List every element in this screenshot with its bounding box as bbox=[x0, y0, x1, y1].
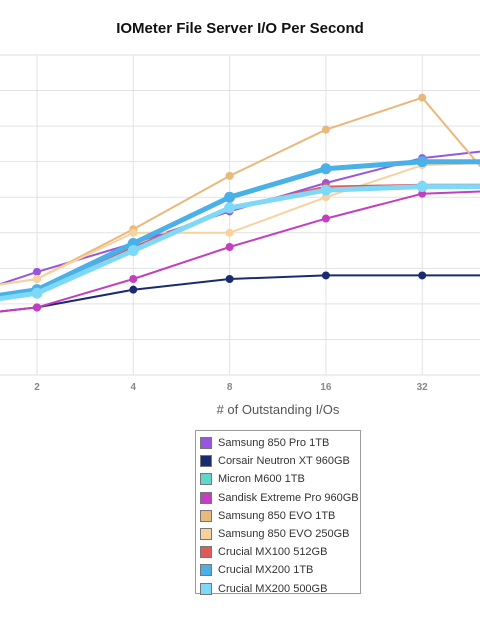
legend-swatch bbox=[200, 546, 212, 559]
data-point bbox=[225, 243, 234, 251]
x-tick-label: 16 bbox=[320, 382, 332, 393]
grid-lines bbox=[0, 54, 480, 376]
data-point bbox=[225, 275, 234, 283]
legend-item: Samsung 850 EVO 250GB bbox=[196, 525, 360, 543]
legend-item: Crucial MX200 500GB bbox=[196, 580, 360, 598]
legend-label: Crucial MX100 512GB bbox=[218, 546, 328, 559]
legend-swatch bbox=[200, 528, 212, 541]
series-micron-m600-1tb bbox=[0, 182, 480, 297]
legend-item: Crucial MX200 1TB bbox=[196, 561, 360, 579]
legend-item: Samsung 850 EVO 1TB bbox=[196, 507, 360, 525]
legend-label: Crucial MX200 500GB bbox=[218, 582, 328, 595]
legend-swatch bbox=[200, 437, 212, 450]
x-axis-title: # of Outstanding I/Os bbox=[217, 402, 340, 417]
legend-swatch bbox=[200, 491, 212, 504]
series-sandisk-extreme-pro-960gb bbox=[0, 189, 480, 313]
series-samsung-850-pro-1tb bbox=[0, 150, 480, 286]
data-point bbox=[418, 93, 427, 102]
data-point bbox=[224, 191, 236, 203]
legend-label: Micron M600 1TB bbox=[218, 473, 305, 486]
data-point bbox=[33, 267, 41, 276]
x-tick-label: 2 bbox=[34, 382, 40, 393]
legend-item: Crucial MX100 512GB bbox=[196, 543, 360, 561]
data-point bbox=[224, 202, 236, 214]
legend-swatch bbox=[200, 564, 212, 577]
legend-label: Sandisk Extreme Pro 960GB bbox=[218, 491, 359, 504]
data-point bbox=[31, 287, 43, 299]
data-point bbox=[129, 228, 138, 237]
data-point bbox=[127, 245, 139, 257]
legend-swatch bbox=[200, 473, 212, 486]
x-tick-label: 4 bbox=[131, 382, 137, 393]
data-point bbox=[321, 271, 330, 280]
x-tick-labels: 2 4 8 16 32 bbox=[34, 382, 428, 393]
data-point bbox=[320, 184, 332, 196]
data-point bbox=[129, 285, 138, 294]
data-point bbox=[416, 181, 428, 193]
legend-label: Samsung 850 EVO 1TB bbox=[218, 509, 336, 522]
data-point bbox=[225, 171, 234, 180]
legend-label: Crucial MX200 1TB bbox=[218, 564, 314, 577]
data-point bbox=[129, 275, 138, 283]
data-point bbox=[416, 156, 428, 168]
legend-item: Corsair Neutron XT 960GB bbox=[196, 452, 360, 470]
data-point bbox=[418, 271, 427, 280]
series-line bbox=[0, 184, 480, 302]
data-point bbox=[33, 275, 41, 283]
series-crucial-mx200-500gb bbox=[0, 181, 480, 302]
legend-swatch bbox=[200, 509, 212, 522]
legend-item: Micron M600 1TB bbox=[196, 470, 360, 488]
data-point bbox=[321, 214, 330, 223]
legend-swatch bbox=[200, 455, 212, 468]
legend: Samsung 850 Pro 1TB Corsair Neutron XT 96… bbox=[195, 430, 361, 595]
legend-label: Samsung 850 EVO 250GB bbox=[218, 528, 350, 541]
data-point bbox=[320, 163, 332, 175]
series-lines bbox=[0, 93, 480, 313]
legend-item: Samsung 850 Pro 1TB bbox=[196, 434, 360, 452]
legend-label: Corsair Neutron XT 960GB bbox=[218, 455, 350, 468]
legend-swatch bbox=[200, 582, 212, 595]
legend-item: Sandisk Extreme Pro 960GB bbox=[196, 489, 360, 507]
data-point bbox=[225, 228, 234, 237]
data-point bbox=[33, 303, 41, 312]
x-tick-label: 32 bbox=[417, 382, 429, 393]
chart-title: IOMeter File Server I/O Per Second bbox=[116, 20, 364, 37]
legend-label: Samsung 850 Pro 1TB bbox=[218, 437, 330, 450]
data-point bbox=[321, 125, 330, 134]
x-tick-label: 8 bbox=[227, 382, 233, 393]
